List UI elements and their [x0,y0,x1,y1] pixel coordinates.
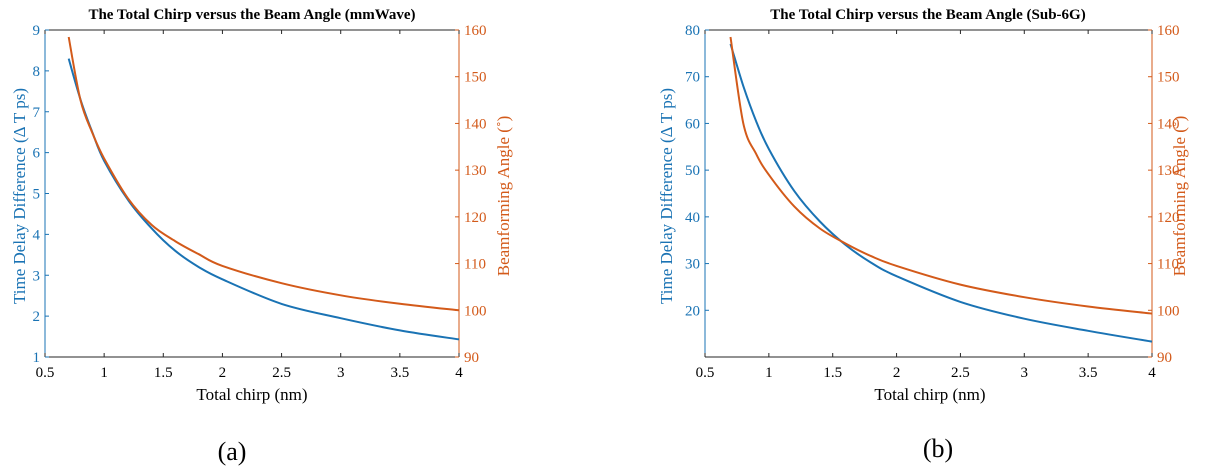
chart-b-y-left-tick-label: 30 [685,257,700,273]
chart-b-y-left-tick-label: 40 [685,210,700,226]
chart-b-y-left-tick-label: 70 [685,70,700,86]
chart-a-plot: 0.5 1 1.5 2 2.5 3 3.5 4123456789901001101201301… [33,23,487,381]
chart-a-xlabel: Total chirp (nm) [196,385,307,404]
chart-b-y-right-tick-label: 120 [1157,210,1180,226]
chart-b-x-tick-label: 0.5 [696,365,715,381]
chart-a-y-right-tick-label: 100 [464,303,487,319]
chart-b-y-left-tick-label: 50 [685,163,700,179]
chart-b-y-right-tick-label: 90 [1157,350,1172,366]
chart-b-plot: 0.5 1 1.5 2 2.5 3 3.5 4 20 30 40 50 60 70 80 90 100 110 12… [685,23,1180,381]
chart-a-y-right-tick-label: 90 [464,350,479,366]
chart-a-ylabel-left: Time Delay Difference (Δ T ps) [10,88,29,304]
chart-a-x-tick-label: 1 [100,365,108,381]
chart-b-y-right-tick-label: 100 [1157,303,1180,319]
chart-a-y-left-tick-label: 3 [33,268,41,284]
chart-b-title: The Total Chirp versus the Beam Angle (S… [770,7,1085,23]
chart-b-xlabel: Total chirp (nm) [874,385,985,404]
chart-b-y-left-tick-label: 80 [685,23,700,39]
chart-a-y-left-tick-label: 8 [33,64,41,80]
chart-a-x-tick-label: 2.5 [272,365,291,381]
chart-a-x-tick-label: 3 [337,365,345,381]
chart-a-ylabel-right: Beamforming Angle (˚) [494,116,513,277]
chart-a-panel-label: (a) [218,437,247,466]
chart-a-x-tick-label: 1.5 [154,365,173,381]
chart-a-y-right-tick-label: 130 [464,163,487,179]
chart-b-y-right-tick-label: 160 [1157,23,1180,39]
chart-b-y-right-tick-label: 140 [1157,116,1180,132]
chart-a-y-left-tick-label: 7 [33,105,41,121]
chart-a-x-tick-label: 0.5 [36,365,55,381]
chart-b-x-tick-label: 2.5 [951,365,970,381]
chart-b-x-tick-label: 3.5 [1079,365,1098,381]
chart-a-y-left-tick-label: 9 [33,23,41,39]
chart-b-x-tick-label: 2 [893,365,901,381]
chart-b-series-time-delay-line [729,43,1153,343]
chart-b-y-left-tick-label: 60 [685,116,700,132]
chart-b-y-right-tick-label: 130 [1157,163,1180,179]
chart-b-x-tick-label: 1.5 [823,365,842,381]
chart-a-y-right-tick-label: 110 [464,257,486,273]
chart-b-y-left-tick-label: 20 [685,303,700,319]
chart-a-y-left-tick-label: 5 [33,187,41,203]
chart-b-x-tick-label: 3 [1021,365,1029,381]
chart-b-series-beam-angle-line [729,36,1153,315]
chart-a-series-beam-angle-line [67,36,460,312]
chart-b-panel-label: (b) [923,434,953,463]
chart-a-x-tick-label: 4 [455,365,463,381]
chart-a-y-right-tick-label: 150 [464,70,487,86]
chart-a-y-left-tick-label: 6 [33,146,41,162]
chart-a-y-left-tick-label: 1 [33,350,41,366]
chart-b-x-tick-label: 4 [1148,365,1156,381]
chart-a-x-tick-label: 3.5 [390,365,409,381]
chart-a-x-tick-label: 2 [219,365,227,381]
chart-a-y-right-tick-label: 140 [464,116,487,132]
chart-b-ylabel-left: Time Delay Difference (Δ T ps) [657,88,676,304]
chart-a: The Total Chirp versus the Beam Angle (m… [10,7,513,466]
chart-a-y-right-tick-label: 120 [464,210,487,226]
chart-b-x-tick-label: 1 [765,365,773,381]
chart-a-y-right-tick-label: 160 [464,23,487,39]
chart-a-title: The Total Chirp versus the Beam Angle (m… [88,7,415,23]
chart-a-y-left-tick-label: 2 [33,309,41,325]
chart-b-y-right-tick-label: 150 [1157,70,1180,86]
chart-b: The Total Chirp versus the Beam Angle (S… [657,7,1189,463]
chart-b-y-right-tick-label: 110 [1157,257,1179,273]
chart-b-ylabel-right: Beamforming Angle (˚) [1170,116,1189,277]
chart-a-y-left-tick-label: 4 [33,227,41,243]
